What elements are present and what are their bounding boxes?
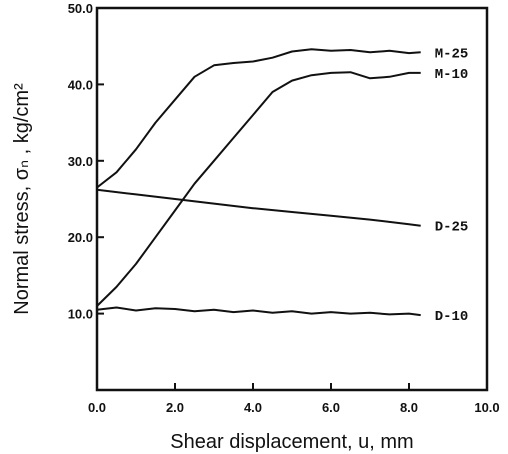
series-line-d-10	[96, 306, 421, 317]
x-tick-label: 2.0	[166, 400, 184, 415]
series-label-d-10: D-10	[435, 309, 469, 325]
y-tick-label: 10.0	[68, 307, 93, 322]
x-tick-label: 8.0	[400, 400, 418, 415]
x-axis-title: Shear displacement, u, mm	[170, 431, 413, 453]
y-tick-label: 20.0	[68, 230, 93, 245]
series-labels: M-25 M-10 D-25 D-10	[435, 46, 469, 325]
y-tick-label: 50.0	[68, 1, 93, 16]
series-label-d-25: D-25	[435, 220, 469, 236]
x-axis-ticks: 0.0 2.0 4.0 6.0 8.0 10.0	[88, 383, 500, 415]
series-line-m-25	[96, 48, 421, 189]
series-label-m-10: M-10	[435, 67, 469, 83]
x-tick-label: 4.0	[244, 400, 262, 415]
y-axis-ticks: 10.0 20.0 30.0 40.0 50.0	[68, 1, 104, 322]
y-tick-label: 30.0	[68, 154, 93, 169]
y-axis-title: Normal stress, σₙ , kg/cm²	[11, 83, 33, 315]
x-tick-label: 10.0	[474, 400, 499, 415]
y-tick-label: 40.0	[68, 77, 93, 92]
series-line-m-10	[96, 71, 421, 307]
data-series	[96, 48, 421, 317]
series-line-d-25	[96, 188, 421, 227]
x-tick-label: 0.0	[88, 400, 106, 415]
series-label-m-25: M-25	[435, 46, 469, 62]
plot-frame	[95, 6, 489, 392]
x-tick-label: 6.0	[322, 400, 340, 415]
